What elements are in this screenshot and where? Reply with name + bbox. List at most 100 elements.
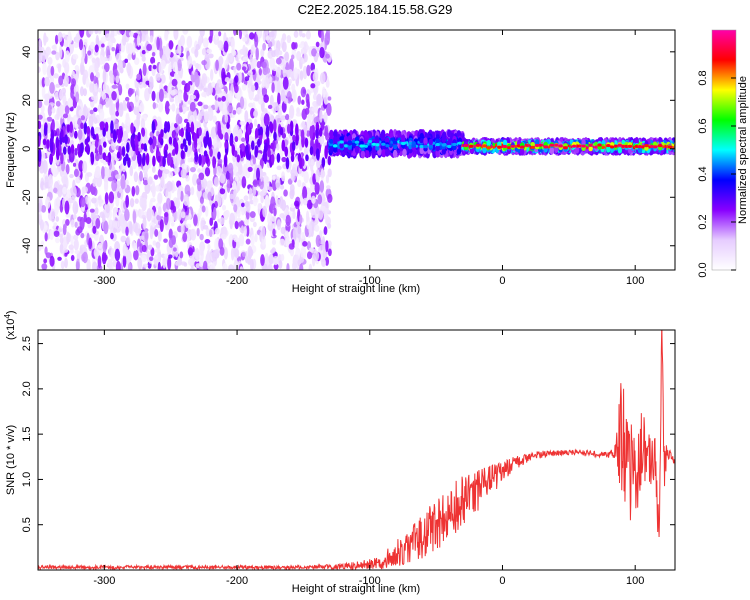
spectrogram-cell — [249, 211, 256, 219]
spectrogram-cell — [59, 236, 64, 245]
spectrogram-cell — [222, 204, 227, 211]
spectrogram-cell — [281, 132, 287, 139]
spectrogram-cell — [49, 82, 55, 94]
spectrogram-cell — [163, 91, 168, 99]
spectrogram-cell — [244, 76, 250, 82]
spectrogram-cell — [126, 62, 132, 75]
spectrogram-cell — [170, 221, 175, 227]
spectrogram-cell — [267, 263, 273, 270]
spectrogram-cell — [73, 168, 79, 178]
spectrogram-cell — [118, 187, 123, 194]
spectrogram-cell — [180, 127, 184, 138]
spectrogram-cell — [158, 88, 164, 102]
spectrogram-cell — [100, 121, 104, 131]
spectrogram-cell — [209, 148, 213, 157]
spectrogram-cell — [41, 263, 48, 270]
spectrogram-cell — [104, 121, 109, 132]
spectrogram-cell — [64, 50, 70, 63]
spectrogram-cell — [212, 136, 218, 149]
spectrogram-cell — [156, 36, 160, 51]
spectrogram-cell — [205, 39, 210, 45]
spectrogram-cell — [323, 111, 328, 123]
spectrogram-cell — [120, 176, 126, 190]
spectrogram-cell — [93, 117, 98, 125]
spectrogram-cell — [177, 208, 182, 222]
spectrogram-cell — [72, 213, 77, 220]
spectrogram-cell — [261, 226, 266, 240]
spectrogram-cell — [275, 176, 281, 190]
spectrogram-cell — [311, 106, 317, 112]
spectrogram-cell — [299, 70, 304, 81]
spectrogram-cell — [111, 46, 116, 52]
spectrogram-cell — [62, 186, 68, 195]
spectrogram-cell — [150, 197, 156, 203]
spectrogram-cell — [174, 49, 181, 54]
spectrogram-cell — [234, 75, 239, 84]
spectrogram-cell — [122, 99, 127, 111]
spectrogram-cell — [95, 218, 101, 229]
spectrogram-cell — [146, 43, 153, 52]
spectrogram-cell — [319, 109, 323, 123]
spectrogram-cell — [218, 31, 222, 37]
spectrogram-cell — [63, 171, 68, 183]
spectrogram-cell — [50, 65, 55, 76]
spectrogram-cell — [209, 68, 214, 81]
spectrogram-cell — [203, 136, 208, 149]
spectrogram-cell — [111, 90, 117, 101]
spectrogram-cell — [119, 30, 125, 35]
spectrogram-cell — [289, 104, 295, 119]
spectrogram-cell — [319, 180, 325, 193]
spectrogram-cell — [190, 121, 195, 135]
spectrogram-cell — [82, 160, 88, 174]
spectrogram-cell — [241, 66, 247, 71]
spectrogram-cell — [187, 247, 194, 256]
spectrogram-cell — [310, 158, 315, 166]
spectrogram-cell — [250, 258, 254, 270]
spectrogram-cell — [339, 140, 344, 144]
spectrogram-cell — [283, 189, 288, 197]
spectrogram-cell — [305, 154, 309, 162]
spectrogram-cell — [164, 212, 169, 218]
spectrogram-cell — [182, 106, 188, 112]
spectrogram-cell — [157, 155, 161, 163]
spectrogram-cell — [44, 93, 51, 101]
spectrogram-cell — [327, 222, 332, 229]
spectrogram-cell — [60, 260, 65, 270]
spectrogram-cell — [38, 100, 43, 109]
spectrogram-cell — [256, 61, 262, 69]
spectrogram-cell — [327, 155, 332, 166]
spectrogram-cell — [160, 74, 166, 84]
spectrogram-cell — [275, 47, 280, 58]
spectrogram-cell — [53, 222, 58, 227]
spectrogram-cell — [62, 113, 69, 119]
spectrogram-cell — [174, 94, 179, 107]
spectrogram-cell — [291, 140, 296, 152]
spectrogram-cell — [190, 186, 195, 196]
spectrogram-cell — [64, 105, 70, 115]
spectrogram-cell — [312, 93, 317, 101]
spectrogram-cell — [217, 97, 222, 102]
spectrogram-cell — [74, 147, 78, 156]
spectrogram-cell — [70, 235, 74, 246]
spectrogram-cell — [277, 92, 281, 107]
spectrogram-cell — [219, 217, 225, 225]
spectrogram-cell — [252, 195, 258, 207]
spectrogram-cell — [234, 135, 239, 143]
spectrogram-cell — [233, 189, 237, 198]
spectrogram-cell — [316, 46, 320, 52]
spectrogram-cell — [109, 73, 115, 84]
spectrogram-cell — [151, 165, 156, 174]
spectrogram-cell — [320, 169, 326, 178]
spectrogram-cell — [308, 263, 313, 270]
spectrogram-cell — [305, 210, 310, 223]
spectrogram-cell — [324, 31, 331, 46]
spectrogram-cell — [242, 44, 246, 56]
spectrogram-cell — [120, 235, 127, 243]
spectrogram-cell — [75, 91, 80, 103]
spectrogram-cell — [197, 168, 202, 173]
spectrogram-cell — [325, 174, 330, 184]
spectrogram-cell — [296, 50, 302, 61]
spectrogram-cell — [113, 192, 119, 200]
spectrogram-cell — [176, 78, 182, 90]
spectrogram-cell — [145, 152, 150, 166]
